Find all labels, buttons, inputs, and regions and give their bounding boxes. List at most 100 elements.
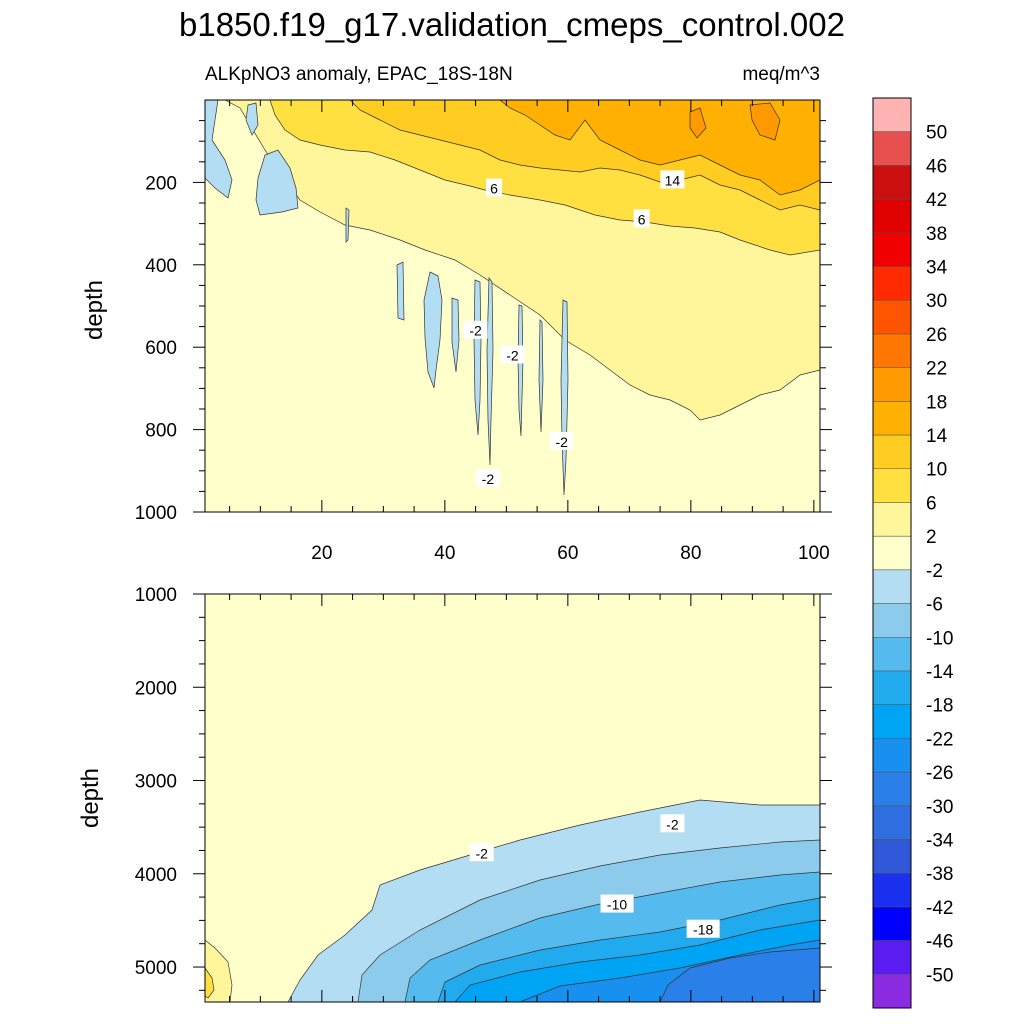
upper-fill-neg-7 <box>451 297 460 373</box>
colorbar-label: 42 <box>926 190 947 211</box>
y-tick-label: 1000 <box>135 585 177 606</box>
colorbar-label: -38 <box>926 864 953 885</box>
colorbar-label: 46 <box>926 156 947 177</box>
chart-subtitle-left: ALKpNO3 anomaly, EPAC_18S-18N <box>205 64 513 85</box>
chart-title: b1850.f19_g17.validation_cmeps_control.0… <box>179 6 845 43</box>
contour-label: -2 <box>549 431 574 450</box>
contour-label-box <box>469 843 494 862</box>
upper-contour-labels: 6 14 6 -2 -2 -2 -2 <box>463 170 685 488</box>
x-tick-label: 80 <box>680 543 701 564</box>
colorbar-swatch <box>873 131 911 166</box>
contour-label: -10 <box>600 894 634 913</box>
upper-fill-neg-3 <box>245 102 259 136</box>
colorbar-label: -14 <box>926 662 954 683</box>
colorbar-label: 14 <box>926 426 948 447</box>
colorbar-label: 2 <box>926 527 937 548</box>
colorbar-swatch <box>873 738 911 773</box>
colorbar-label: -10 <box>926 628 953 649</box>
contour-label: 6 <box>633 209 650 228</box>
contour-label: 6 <box>486 178 503 197</box>
y-tick-label: 3000 <box>135 772 177 793</box>
contour-label-box <box>600 894 634 913</box>
upper-fill-neg-6 <box>423 271 443 389</box>
upper-axis-ticks: 20 40 60 80 100 200 400 600 800 1000 <box>135 100 832 564</box>
contour-label-text: -2 <box>476 845 489 861</box>
contour-label-text: -2 <box>469 323 482 339</box>
lower-axis-ticks: 1000 2000 3000 4000 5000 <box>135 585 832 1002</box>
colorbar-label: -30 <box>926 797 953 818</box>
colorbar-label: 18 <box>926 392 947 413</box>
x-tick-label: 40 <box>434 543 455 564</box>
colorbar-swatch <box>873 401 911 436</box>
upper-fill-neg-2 <box>255 149 299 216</box>
contour-label-box <box>686 919 720 938</box>
colorbar-label: -18 <box>926 696 953 717</box>
y-tick-label: 1000 <box>135 503 177 524</box>
x-tick-label: 60 <box>557 543 578 564</box>
upper-fill-neg-5 <box>396 261 405 321</box>
y-tick-label: 800 <box>145 421 177 442</box>
upper-fill-neg-8 <box>473 279 482 436</box>
colorbar-swatch <box>873 772 911 807</box>
colorbar-swatch <box>873 266 911 301</box>
colorbar-swatch <box>873 300 911 335</box>
colorbar-swatch <box>873 974 911 1009</box>
contour-label-text: -2 <box>555 434 568 450</box>
colorbar-swatch <box>873 940 911 975</box>
colorbar-swatch <box>873 468 911 503</box>
colorbar-swatch <box>873 435 911 470</box>
colorbar-label: 50 <box>926 123 947 144</box>
lower-y-axis-label: depth <box>77 768 104 828</box>
colorbar-swatch <box>873 502 911 537</box>
chart-subtitle-right: meq/m^3 <box>742 64 820 85</box>
upper-y-axis-label: depth <box>81 280 108 340</box>
lower-contour-labels: -2 -2 -10 -18 <box>469 814 720 938</box>
contour-label-text: 6 <box>638 211 646 227</box>
colorbar-swatch <box>873 873 911 908</box>
colorbar-swatch <box>873 906 911 941</box>
colorbar-label: -26 <box>926 763 953 784</box>
contour-label-text: -2 <box>482 471 495 487</box>
y-tick-label: 4000 <box>135 865 177 886</box>
upper-fill-neg-11 <box>538 319 544 433</box>
colorbar-label: 26 <box>926 325 947 346</box>
contour-label-text: 6 <box>490 181 498 197</box>
colorbar-swatch <box>873 536 911 571</box>
contour-label-box <box>633 209 650 228</box>
y-tick-label: 400 <box>145 256 177 277</box>
colorbar-label: 30 <box>926 291 947 312</box>
colorbar-swatch <box>873 333 911 369</box>
colorbar-swatch <box>873 670 911 706</box>
x-tick-label: 100 <box>798 543 830 564</box>
colorbar: 50 46 42 38 34 30 26 22 18 14 10 6 2 -2 -6 -10 -14 -18 -22… <box>872 97 954 1009</box>
y-tick-label: 5000 <box>135 958 177 979</box>
colorbar-swatch <box>873 805 911 840</box>
lower-fill-neg-26 <box>659 947 820 1002</box>
contour-label-box <box>475 469 500 488</box>
upper-fill-18-22-a <box>749 102 781 141</box>
colorbar-swatch <box>873 569 911 604</box>
contour-label-text: -18 <box>693 922 713 938</box>
y-tick-label: 2000 <box>135 678 177 699</box>
contour-label: -2 <box>660 814 685 833</box>
colorbar-swatch <box>873 199 911 234</box>
contour-label: -18 <box>686 919 720 938</box>
upper-fill-neg-9 <box>486 276 494 466</box>
colorbar-label: 34 <box>926 258 948 279</box>
contour-label-box <box>660 170 685 189</box>
lower-panel: 1000 2000 3000 4000 5000 -2 -2 -10 -18 depth <box>77 585 832 1003</box>
colorbar-label: 22 <box>926 359 947 380</box>
contour-label-text: -2 <box>666 816 679 832</box>
contour-label: 14 <box>660 170 685 189</box>
colorbar-swatch <box>873 839 911 874</box>
colorbar-label: -42 <box>926 898 953 919</box>
colorbar-label: -6 <box>926 595 943 616</box>
contour-label-text: -2 <box>506 347 519 363</box>
colorbar-swatch <box>873 603 911 638</box>
lower-fill-small-2 <box>205 967 215 999</box>
contour-label-box <box>660 814 685 833</box>
contour-label-text: 14 <box>665 172 681 188</box>
colorbar-swatch <box>873 704 911 739</box>
colorbar-swatch <box>873 98 911 133</box>
